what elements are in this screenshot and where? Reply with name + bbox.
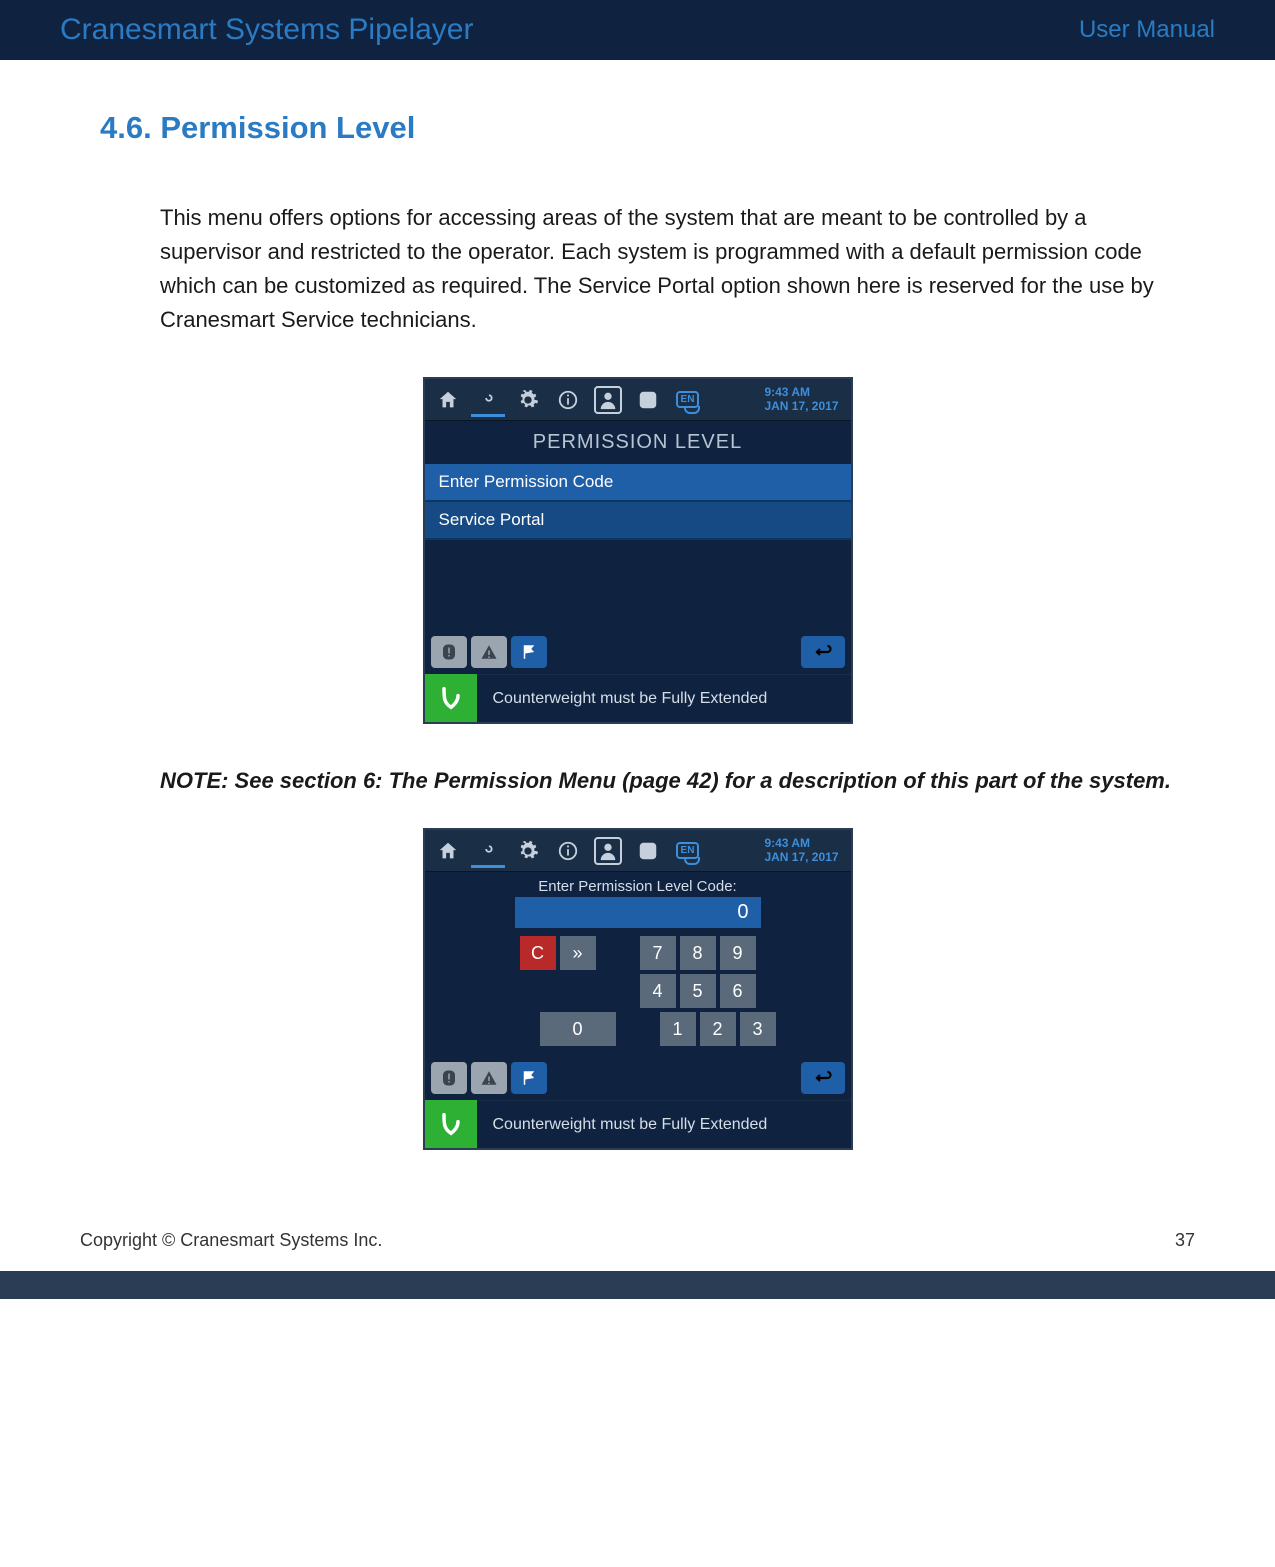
info-icon[interactable] xyxy=(551,383,585,417)
device-topbar: EN 9:43 AM JAN 17, 2017 xyxy=(425,830,851,872)
warning-triangle-icon[interactable] xyxy=(471,1062,507,1094)
clock-date: JAN 17, 2017 xyxy=(764,851,838,865)
home-icon[interactable] xyxy=(431,383,465,417)
user-icon[interactable] xyxy=(591,383,625,417)
gear-icon[interactable] xyxy=(511,383,545,417)
page-footer: Copyright © Cranesmart Systems Inc. 37 xyxy=(0,1200,1275,1271)
device-screenshot-2: EN 9:43 AM JAN 17, 2017 Enter Permission… xyxy=(423,828,853,1150)
device-topbar: EN 9:43 AM JAN 17, 2017 xyxy=(425,379,851,421)
keypad-2[interactable]: 2 xyxy=(700,1012,736,1046)
page-number: 37 xyxy=(1175,1230,1195,1251)
keypad-clear[interactable]: C xyxy=(520,936,556,970)
logo-icon xyxy=(425,674,477,722)
clock-time: 9:43 AM xyxy=(764,386,838,400)
code-entry-label: Enter Permission Level Code: xyxy=(425,872,851,897)
section-heading: 4.6. Permission Level xyxy=(100,110,1175,146)
menu-service-portal[interactable]: Service Portal xyxy=(425,502,851,540)
screen-title: PERMISSION LEVEL xyxy=(425,421,851,464)
menu-enter-permission-code[interactable]: Enter Permission Code xyxy=(425,464,851,502)
keypad-5[interactable]: 5 xyxy=(680,974,716,1008)
bottom-icon-row xyxy=(425,1056,851,1100)
empty-area xyxy=(425,540,851,630)
hook-icon[interactable] xyxy=(471,834,505,868)
device-screenshot-1: EN 9:43 AM JAN 17, 2017 PERMISSION LEVEL… xyxy=(423,377,853,724)
keypad-7[interactable]: 7 xyxy=(640,936,676,970)
alert-info-icon[interactable] xyxy=(431,636,467,668)
clock: 9:43 AM JAN 17, 2017 xyxy=(764,386,844,414)
code-display: 0 xyxy=(515,897,761,928)
flag-icon[interactable] xyxy=(511,1062,547,1094)
brightness-icon[interactable] xyxy=(631,383,665,417)
language-badge[interactable]: EN xyxy=(671,383,705,417)
copyright: Copyright © Cranesmart Systems Inc. xyxy=(80,1230,382,1251)
gear-icon[interactable] xyxy=(511,834,545,868)
doc-title-right: User Manual xyxy=(1079,16,1215,44)
logo-icon xyxy=(425,1100,477,1148)
keypad-9[interactable]: 9 xyxy=(720,936,756,970)
info-icon[interactable] xyxy=(551,834,585,868)
keypad-3[interactable]: 3 xyxy=(740,1012,776,1046)
keypad-1[interactable]: 1 xyxy=(660,1012,696,1046)
alert-info-icon[interactable] xyxy=(431,1062,467,1094)
hook-icon[interactable] xyxy=(471,383,505,417)
bottom-icon-row xyxy=(425,630,851,674)
device-footer: Counterweight must be Fully Extended xyxy=(425,1100,851,1148)
keypad-0[interactable]: 0 xyxy=(540,1012,616,1046)
warning-triangle-icon[interactable] xyxy=(471,636,507,668)
home-icon[interactable] xyxy=(431,834,465,868)
language-badge[interactable]: EN xyxy=(671,834,705,868)
keypad: C » 7 8 9 4 5 6 0 1 2 3 xyxy=(425,936,851,1056)
clock-date: JAN 17, 2017 xyxy=(764,400,838,414)
footer-message: Counterweight must be Fully Extended xyxy=(477,674,851,722)
doc-title-left: Cranesmart Systems Pipelayer xyxy=(60,13,1079,47)
note-text: NOTE: See section 6: The Permission Menu… xyxy=(160,764,1175,798)
doc-header: Cranesmart Systems Pipelayer User Manual xyxy=(0,0,1275,60)
keypad-backspace[interactable]: » xyxy=(560,936,596,970)
bottom-strip xyxy=(0,1271,1275,1299)
footer-message: Counterweight must be Fully Extended xyxy=(477,1100,851,1148)
flag-icon[interactable] xyxy=(511,636,547,668)
keypad-4[interactable]: 4 xyxy=(640,974,676,1008)
page-body: 4.6. Permission Level This menu offers o… xyxy=(0,60,1275,1200)
keypad-8[interactable]: 8 xyxy=(680,936,716,970)
user-icon[interactable] xyxy=(591,834,625,868)
device-footer: Counterweight must be Fully Extended xyxy=(425,674,851,722)
back-button[interactable] xyxy=(801,636,845,668)
clock: 9:43 AM JAN 17, 2017 xyxy=(764,837,844,865)
clock-time: 9:43 AM xyxy=(764,837,838,851)
section-paragraph: This menu offers options for accessing a… xyxy=(160,201,1175,337)
back-button[interactable] xyxy=(801,1062,845,1094)
brightness-icon[interactable] xyxy=(631,834,665,868)
keypad-6[interactable]: 6 xyxy=(720,974,756,1008)
